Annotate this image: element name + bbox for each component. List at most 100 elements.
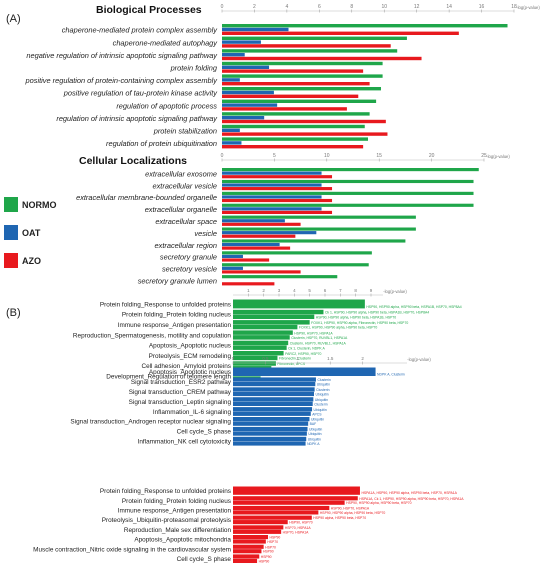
- x-tick-label: 1: [247, 288, 250, 293]
- x-tick-label: 2: [253, 4, 256, 10]
- x-tick-label: 6: [324, 288, 327, 293]
- bar-azo: [222, 31, 459, 35]
- bar-oat: [222, 219, 285, 223]
- legend-label-azo: AZO: [22, 255, 41, 266]
- bar-normo: [233, 330, 293, 335]
- bar-annotation: PARC2, HSP90, HSP70: [285, 352, 321, 356]
- bar-annotation: Clusterin: [317, 378, 330, 382]
- bar-azo: [222, 175, 333, 179]
- bar-oat: [222, 78, 240, 82]
- bar-oat: [233, 407, 313, 412]
- category-label: Reproduction_Spermatogenesis, motility a…: [73, 332, 232, 339]
- bar-annotation: HSP90, HSP90 alpha, HSP90 beta, HSP70: [346, 501, 412, 505]
- bar-normo: [222, 112, 370, 116]
- bar-normo: [233, 361, 276, 366]
- bar-annotation: HSP70, HSPA1A: [283, 530, 309, 534]
- bar-normo: [222, 124, 365, 129]
- bar-oat: [222, 254, 243, 259]
- x-tick-label: 2: [361, 356, 364, 361]
- bar-oat: [222, 195, 322, 199]
- bar-annotation: BAF: [310, 422, 317, 426]
- category-label: protein stabilization: [153, 127, 217, 136]
- category-label: Protein folding_Response to unfolded pro…: [100, 301, 231, 308]
- bar-annotation: Ubiquitin: [311, 418, 324, 422]
- bar-oat: [233, 367, 376, 376]
- category-label: secretory vesicle: [162, 265, 217, 274]
- bar-annotation: NDPK A, Clusterin: [377, 372, 405, 376]
- bar-annotation: HSP90: [259, 559, 270, 563]
- x-tick-label: 8: [354, 288, 357, 293]
- bar-oat: [222, 207, 322, 211]
- bar-annotation: HSP70, HSPA1A: [285, 526, 311, 530]
- legend: NORMO OAT AZO: [4, 193, 74, 277]
- bar-oat: [233, 411, 311, 416]
- chart-4: Protein folding_Response to unfolded pro…: [33, 486, 464, 563]
- bar-normo: [222, 203, 474, 207]
- bar-azo: [222, 107, 347, 111]
- bar-oat: [233, 391, 314, 397]
- bar-azo: [222, 69, 364, 73]
- category-label: Immune response_Antigen presentation: [118, 507, 232, 514]
- x-tick-label: 0: [221, 153, 224, 159]
- bar-oat: [222, 116, 265, 120]
- bar-azo: [222, 198, 333, 203]
- x-tick-label: 10: [381, 4, 387, 10]
- bar-annotation: HSP90, HSP70: [289, 521, 312, 525]
- x-tick-label: 0: [232, 356, 235, 361]
- bar-annotation: Clusterin, HSP70, RUVBL1, HSPA1A: [291, 336, 348, 340]
- x-tick-label: 0: [221, 4, 224, 10]
- bar-annotation: HSPA1A, Ck 1, HSP90, HSP90 alpha, HSP90 …: [359, 497, 464, 501]
- bar-normo: [222, 99, 377, 103]
- bar-normo: [233, 340, 289, 346]
- legend-label-oat: OAT: [22, 227, 41, 238]
- bar-annotation: HSP90, HSP90 alpha, HSP90 beta, HSPA1B, …: [316, 315, 397, 319]
- x-axis-label: -log(p-value): [516, 5, 540, 10]
- bar-azo: [233, 505, 330, 511]
- bar-normo: [222, 191, 474, 195]
- category-label: extracellular organelle: [145, 205, 217, 214]
- bar-annotation: Fibronectin, APCS: [277, 362, 305, 366]
- bar-azo: [233, 554, 260, 559]
- bar-normo: [222, 36, 407, 40]
- bar-oat: [222, 103, 278, 107]
- legend-swatch-azo: [4, 253, 18, 268]
- bar-azo: [222, 119, 386, 124]
- chart-title: Cellular Localizations: [79, 155, 187, 167]
- bar-oat: [233, 436, 307, 442]
- bar-normo: [222, 239, 406, 243]
- bar-normo: [222, 24, 508, 28]
- bar-oat: [222, 65, 270, 69]
- bar-annotation: Ubiquitin: [315, 398, 328, 402]
- x-tick-label: 6: [318, 4, 321, 10]
- category-label: Protein folding_Protein folding nucleus: [122, 312, 231, 319]
- bar-annotation: Clusterin: [314, 402, 327, 406]
- x-tick-label: 25: [481, 153, 487, 159]
- category-label: vesicle: [194, 229, 217, 238]
- category-label: Apoptosis_Apoptotic mitochondria: [134, 537, 231, 544]
- x-axis-label: -log(p-value): [407, 357, 431, 362]
- bar-oat: [222, 171, 322, 175]
- bar-azo: [222, 270, 301, 274]
- bar-normo: [222, 215, 416, 219]
- category-label: Muscle contraction_Nitric oxide signalin…: [33, 546, 231, 553]
- legend-swatch-normo: [4, 197, 18, 212]
- bar-oat: [233, 441, 306, 446]
- bar-oat: [222, 128, 240, 132]
- category-label: Cell adhesion_Amyloid proteins: [141, 363, 231, 370]
- bar-azo: [222, 132, 388, 136]
- bar-normo: [222, 179, 474, 184]
- category-label: Protein folding_Protein folding nucleus: [122, 498, 231, 505]
- category-label: Protein folding_Response to unfolded pro…: [100, 488, 231, 495]
- bar-oat: [222, 27, 289, 32]
- bar-azo: [222, 258, 270, 262]
- x-tick-label: 14: [446, 4, 452, 10]
- category-label: Reproduction_Male sex differentiation: [124, 527, 232, 534]
- chart-1: Cellular Localizations 0 5 10 15 20 25 -log(p-v…: [76, 153, 510, 285]
- bar-azo: [222, 82, 370, 86]
- bar-oat: [222, 266, 243, 270]
- bar-annotation: HSP90: [263, 550, 274, 554]
- x-tick-label: 5: [308, 288, 311, 293]
- bar-normo: [222, 251, 372, 255]
- bar-normo: [233, 314, 315, 319]
- category-label: extracellular region: [155, 241, 217, 250]
